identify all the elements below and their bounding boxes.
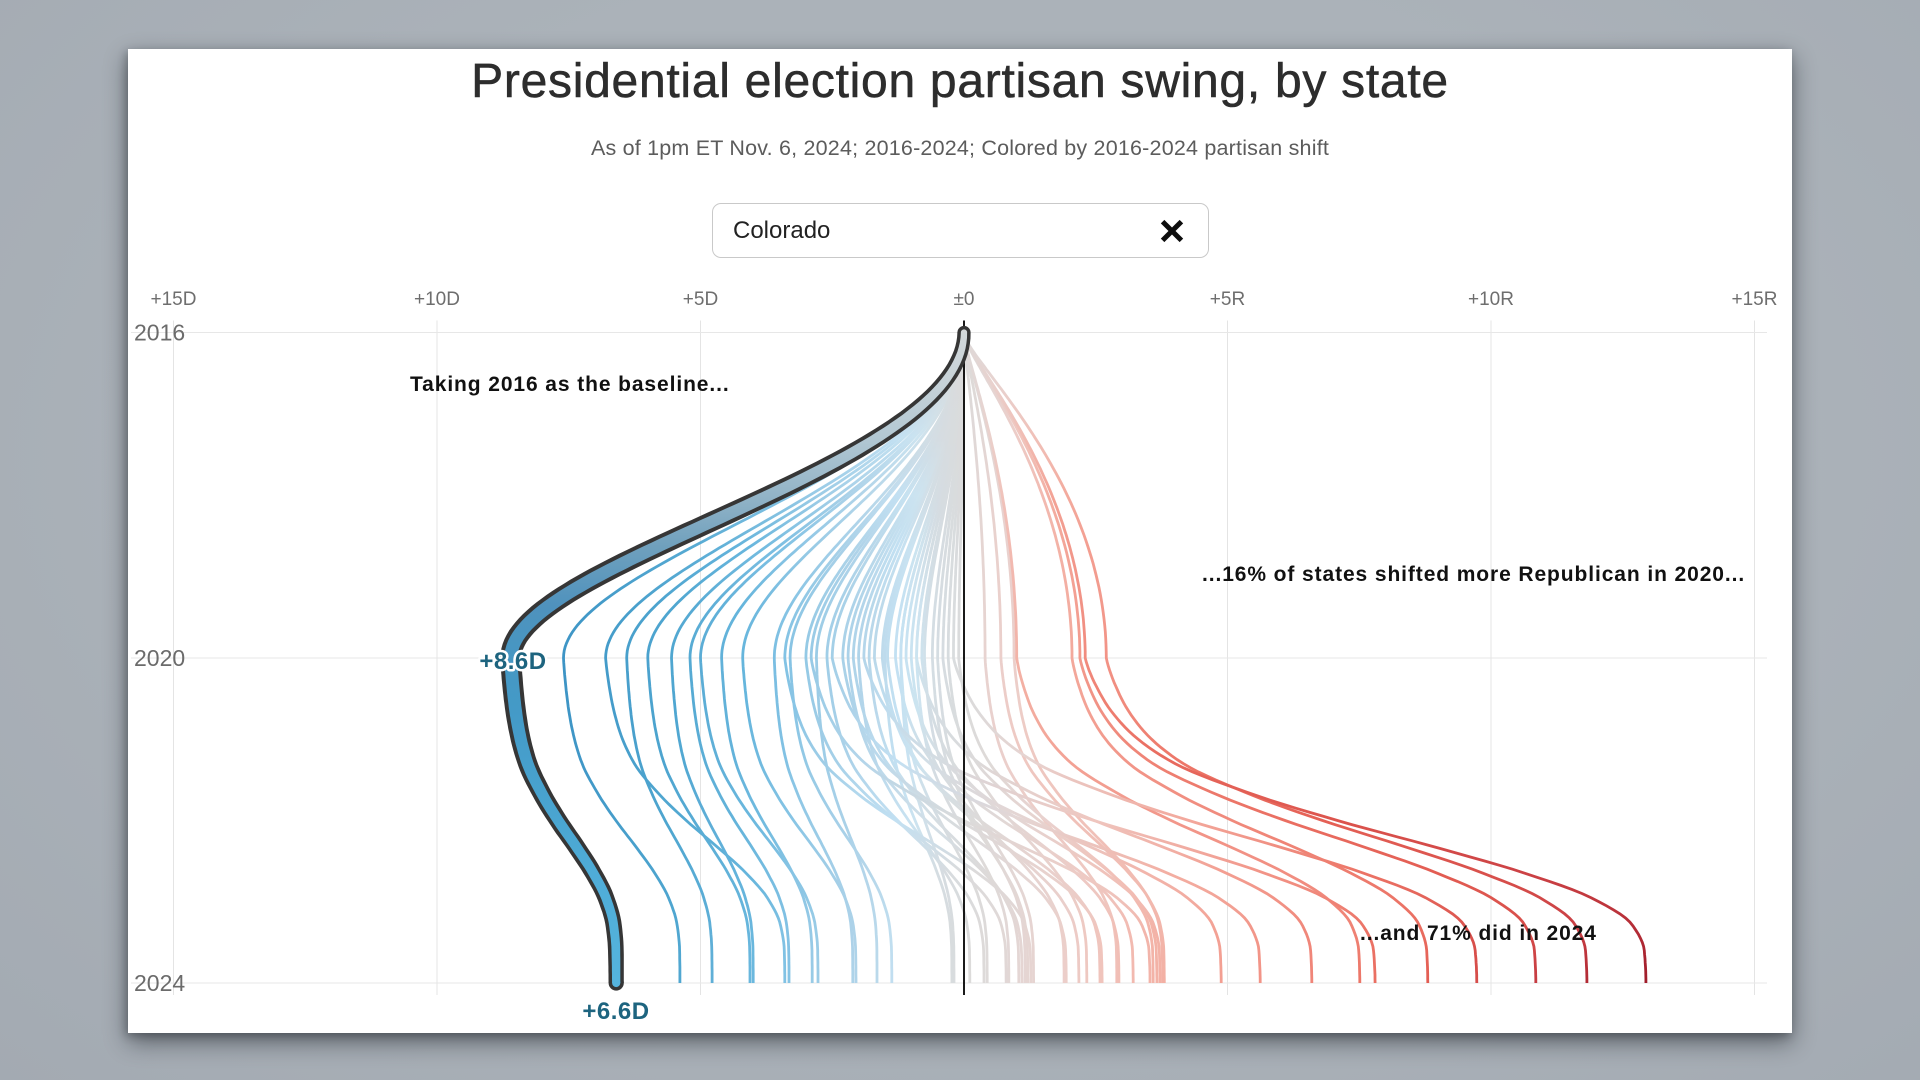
svg-text:...and 71% did in 2024: ...and 71% did in 2024 [1360, 922, 1597, 945]
svg-text:+5R: +5R [1210, 289, 1245, 310]
svg-text:±0: ±0 [954, 289, 975, 310]
svg-text:2016: 2016 [134, 320, 185, 346]
svg-text:...16% of states shifted more: ...16% of states shifted more Republican… [1202, 563, 1745, 586]
svg-text:+15R: +15R [1732, 289, 1778, 310]
svg-text:+15D: +15D [151, 289, 197, 310]
svg-text:+10D: +10D [414, 289, 460, 310]
svg-text:2020: 2020 [134, 645, 185, 671]
svg-text:+6.6D: +6.6D [582, 998, 649, 1025]
svg-text:2024: 2024 [134, 970, 185, 996]
svg-text:+10R: +10R [1468, 289, 1514, 310]
svg-text:+8.6D: +8.6D [479, 648, 546, 675]
svg-text:+5D: +5D [683, 289, 718, 310]
svg-text:Taking 2016 as the baseline...: Taking 2016 as the baseline... [410, 373, 730, 396]
